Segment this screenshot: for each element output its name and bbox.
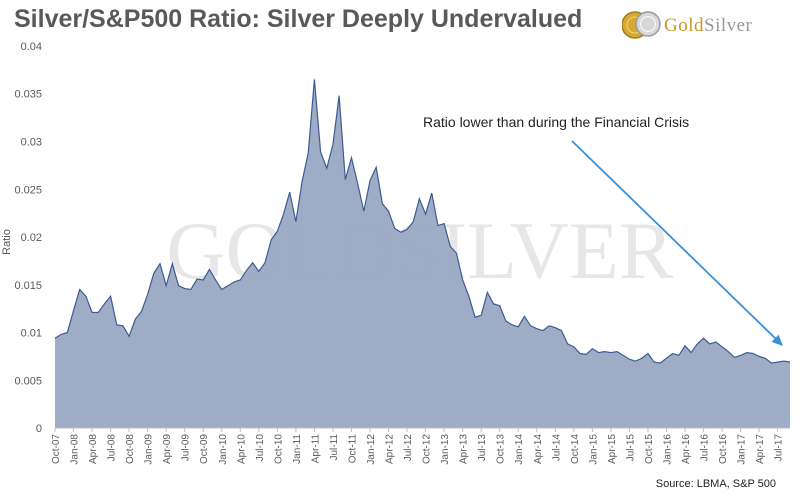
x-tick-label: Jan-17 [737,434,748,465]
y-tick-label: 0.005 [14,375,42,387]
x-tick-label: Jan-08 [70,434,81,465]
x-tick-label: Apr-11 [310,434,321,464]
x-tick-label: Oct-10 [273,434,284,464]
y-tick-label: 0.025 [14,184,42,196]
x-tick-label: Oct-15 [644,434,655,464]
y-axis-label: Ratio [0,229,13,255]
source-note: Source: LBMA, S&P 500 [655,478,776,490]
logo-text: GoldSilver [664,15,752,37]
x-tick-label: Jul-11 [329,434,340,461]
annotation-arrow [571,140,778,341]
x-tick-label: Oct-11 [348,434,359,464]
x-tick-label: Jul-13 [477,434,488,462]
annotation-text: Ratio lower than during the Financial Cr… [423,114,690,130]
y-tick-label: 0 [36,423,42,435]
x-tick-label: Apr-08 [88,434,99,464]
logo-text-silver: Silver [704,15,753,36]
x-tick-label: Apr-14 [533,434,544,464]
x-tick-label: Apr-09 [162,434,173,464]
x-tick-label: Jul-10 [255,434,266,462]
x-tick-label: Jan-10 [218,434,229,465]
x-tick-label: Jul-08 [107,434,118,462]
chart-title: Silver/S&P500 Ratio: Silver Deeply Under… [14,5,583,33]
x-tick-label: Oct-08 [125,434,136,464]
x-tick-label: Jan-14 [514,434,525,465]
annotation-arrowhead [771,334,783,346]
x-tick-label: Apr-16 [681,434,692,464]
x-tick-label: Jan-16 [663,434,674,465]
x-tick-label: Jul-17 [774,434,785,462]
x-tick-label: Apr-10 [236,434,247,464]
coins-icon [621,11,661,39]
x-tick-label: Apr-17 [755,434,766,464]
logo-text-gold: Gold [664,15,704,36]
ratio-line [54,79,791,364]
x-tick-label: Jul-12 [403,434,414,462]
x-tick-label: Jul-14 [551,434,562,462]
x-tick-label: Apr-15 [607,434,618,464]
x-tick-label: Jan-15 [588,434,599,465]
x-tick-label: Oct-07 [51,434,62,464]
x-tick-label: Jul-16 [700,434,711,462]
x-tick-label: Jul-09 [181,434,192,462]
x-tick-label: Apr-12 [385,434,396,464]
y-tick-label: 0.03 [21,137,42,149]
y-tick-label: 0.015 [14,280,42,292]
x-tick-label: Jan-12 [366,434,377,465]
y-tick-label: 0.04 [21,41,42,53]
x-tick-label: Apr-13 [459,434,470,464]
y-tick-label: 0.035 [14,89,42,101]
x-tick-label: Oct-12 [422,434,433,464]
x-tick-label: Jan-09 [144,434,155,465]
y-tick-label: 0.01 [21,328,42,340]
y-tick-label: 0.02 [21,232,42,244]
x-tick-label: Jul-15 [625,434,636,462]
goldsilver-logo: GoldSilver [621,6,792,42]
ratio-area [55,79,790,429]
x-tick-label: Jan-11 [292,434,303,464]
x-tick-label: Oct-13 [496,434,507,464]
x-tick-label: Oct-16 [718,434,729,464]
x-tick-label: Jan-13 [440,434,451,465]
x-tick-label: Oct-14 [570,434,581,464]
x-tick-label: Oct-09 [199,434,210,464]
